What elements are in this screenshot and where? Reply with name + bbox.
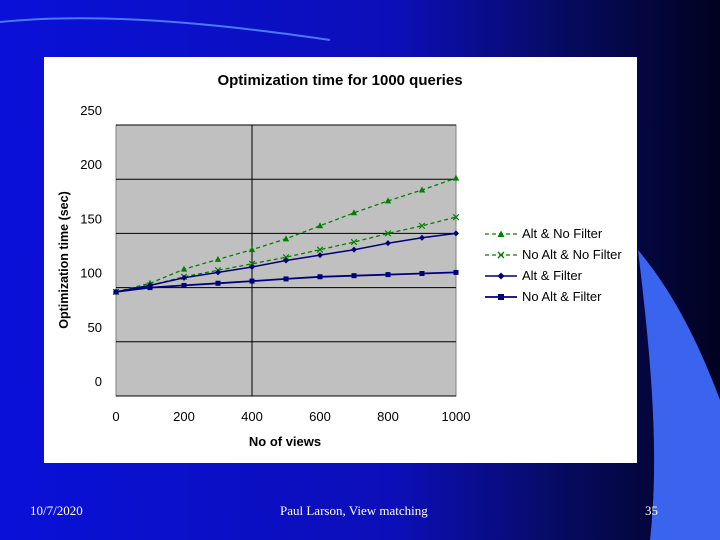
data-point — [316, 246, 324, 253]
plot-layer: 0 50 100 150 200 250 0 200 400 600 800 1000 — [80, 103, 470, 424]
legend-entry-no-alt-filter: No Alt & Filter — [484, 286, 636, 307]
legend: Alt & No Filter No Alt & No Filter Alt &… — [484, 223, 636, 307]
y-tick-label: 200 — [80, 157, 102, 172]
footer-date: 10/7/2020 — [30, 503, 83, 518]
data-point — [147, 285, 153, 291]
data-point — [452, 213, 460, 221]
y-tick-label: 0 — [95, 374, 102, 389]
chart-panel: Optimization time for 1000 queries Optim… — [44, 57, 637, 463]
data-point — [317, 274, 323, 280]
legend-label: No Alt & No Filter — [522, 247, 622, 262]
legend-entry-alt-no-filter: Alt & No Filter — [484, 223, 636, 244]
x-tick-label: 0 — [112, 409, 119, 424]
y-tick-label: 250 — [80, 103, 102, 118]
data-point — [453, 230, 459, 237]
legend-swatch — [485, 230, 517, 237]
x-tick-label: 600 — [309, 409, 331, 424]
y-tick-label: 50 — [88, 320, 102, 335]
data-point — [317, 252, 323, 259]
data-point — [385, 272, 391, 278]
data-point — [249, 264, 255, 271]
data-point — [385, 240, 391, 247]
data-point — [282, 254, 290, 261]
data-point — [215, 280, 221, 286]
x-tick-label: 800 — [377, 409, 399, 424]
data-point — [283, 276, 289, 282]
data-point — [351, 273, 357, 279]
legend-label: Alt & Filter — [522, 268, 582, 283]
data-point — [351, 246, 357, 253]
data-point — [180, 265, 188, 272]
data-point — [113, 289, 119, 295]
x-tick-label: 200 — [173, 409, 195, 424]
data-point — [214, 255, 222, 262]
data-point — [418, 222, 426, 230]
data-point — [452, 174, 460, 181]
legend-label: Alt & No Filter — [522, 226, 603, 241]
x-tick-label: 400 — [241, 409, 263, 424]
chart: Optimization time for 1000 queries Optim… — [57, 72, 470, 449]
legend-swatch — [485, 251, 517, 258]
data-point — [453, 269, 459, 275]
data-point — [181, 274, 187, 281]
x-tick-label: 1000 — [442, 409, 471, 424]
data-point — [384, 230, 392, 237]
data-point — [282, 235, 290, 242]
data-point — [384, 197, 392, 204]
data-point — [248, 246, 256, 253]
data-point — [215, 269, 221, 276]
decorative-curve-top — [0, 17, 331, 41]
legend-entry-alt-filter: Alt & Filter — [484, 265, 636, 286]
data-point — [350, 238, 358, 246]
data-point — [350, 209, 358, 216]
decorative-swoosh — [638, 250, 720, 540]
chart-title: Optimization time for 1000 queries — [217, 72, 462, 89]
footer-page-number: 35 — [645, 503, 658, 518]
data-point — [418, 186, 426, 193]
x-axis-label: No of views — [249, 434, 321, 449]
legend-swatch — [485, 293, 517, 300]
y-tick-label: 150 — [80, 211, 102, 226]
legend-entry-no-alt-no-filter: No Alt & No Filter — [484, 244, 636, 265]
legend-label: No Alt & Filter — [522, 289, 602, 304]
y-axis-label: Optimization time (sec) — [57, 191, 71, 329]
data-point — [419, 271, 425, 277]
data-point — [316, 222, 324, 229]
y-tick-label: 100 — [80, 266, 102, 281]
data-point — [419, 234, 425, 241]
data-point — [249, 278, 255, 284]
data-point — [181, 282, 187, 288]
data-point — [248, 260, 256, 267]
legend-swatch — [485, 272, 517, 279]
data-point — [283, 257, 289, 264]
footer-title: Paul Larson, View matching — [280, 503, 428, 518]
